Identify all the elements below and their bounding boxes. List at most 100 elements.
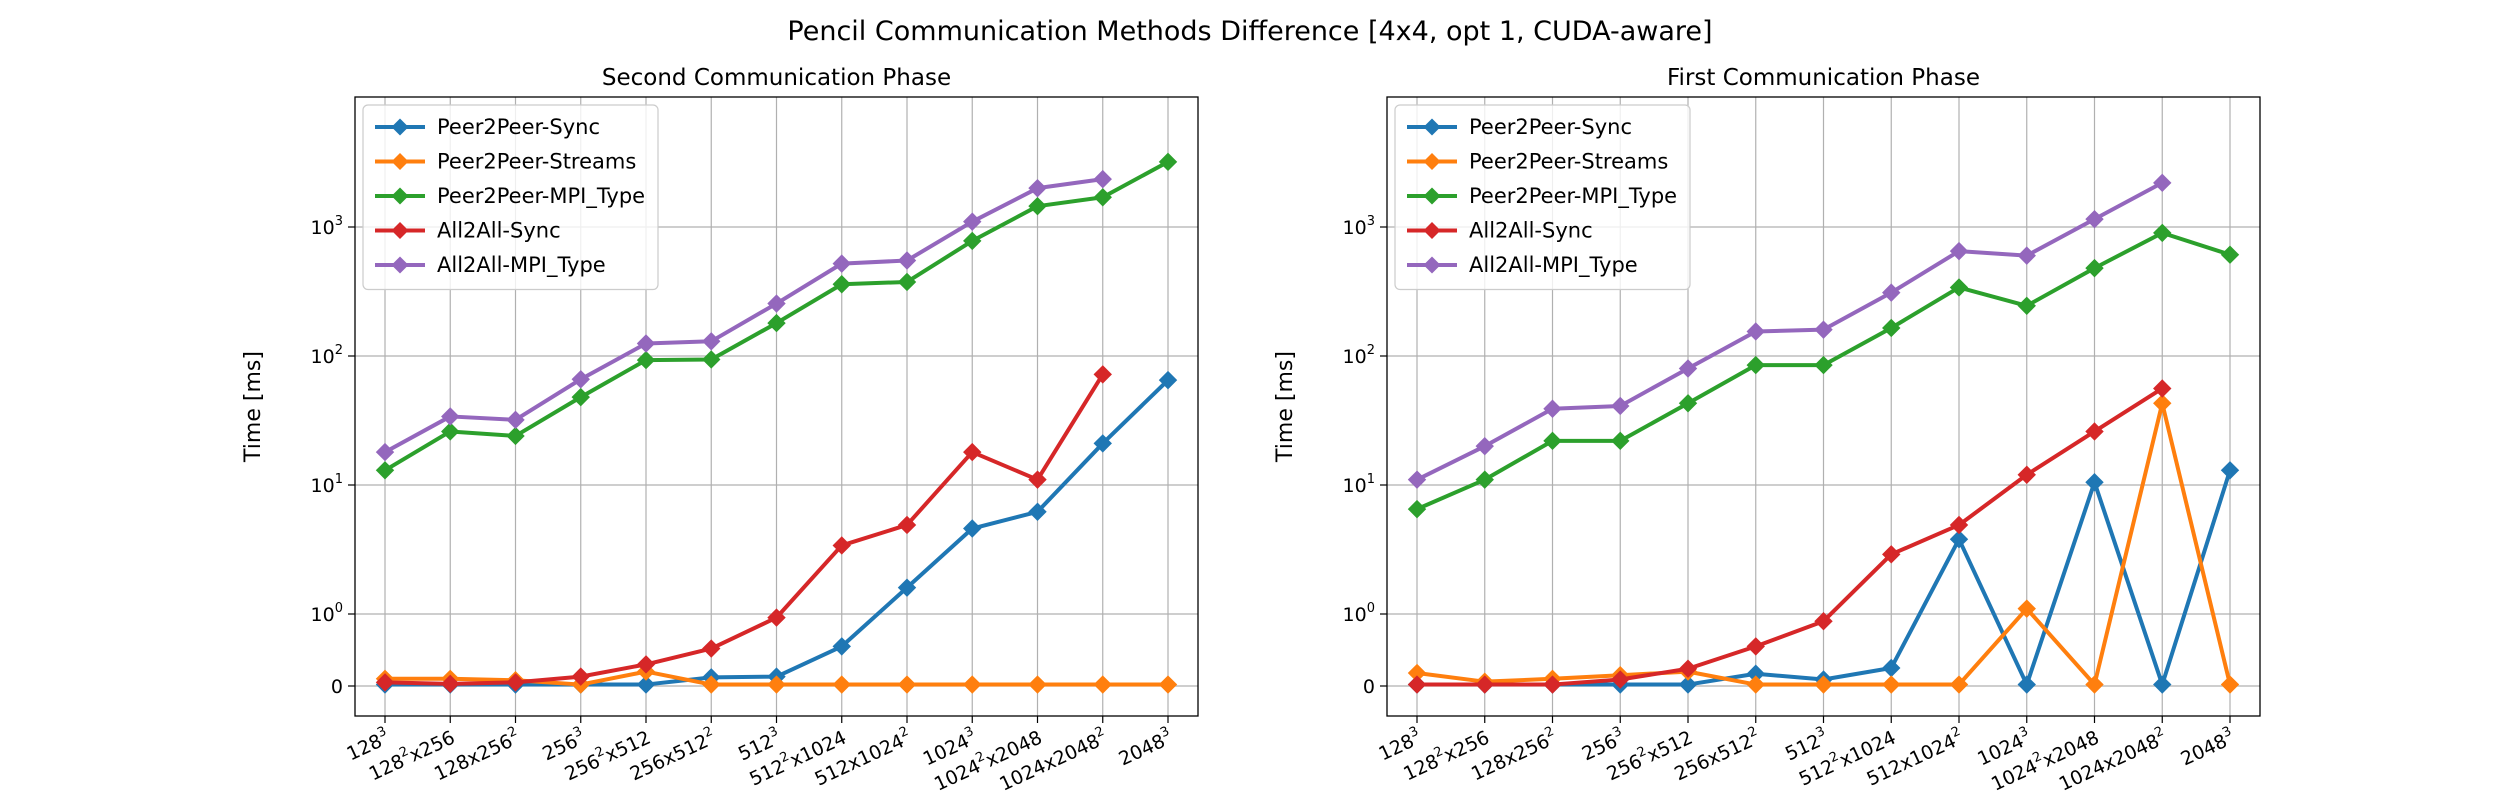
data-point (767, 675, 786, 694)
data-point (2153, 394, 2172, 413)
data-point (767, 313, 786, 333)
data-point (1882, 545, 1901, 564)
data-point (702, 639, 721, 658)
data-point (1882, 318, 1901, 338)
series-peer2peer-mpi-type (1407, 223, 2240, 519)
data-point (1678, 359, 1698, 378)
data-point (702, 675, 721, 694)
series-all2all-mpi-type (375, 169, 1112, 462)
data-point (1882, 675, 1901, 694)
data-point (441, 674, 460, 694)
data-point (1678, 675, 1698, 694)
data-point (2085, 209, 2104, 229)
y-tick-label: 102 (311, 343, 343, 368)
data-point (571, 370, 590, 389)
data-point (1882, 283, 1901, 302)
data-point (1678, 394, 1698, 413)
data-point (832, 675, 851, 694)
data-point (1158, 675, 1178, 694)
data-point (2153, 173, 2172, 193)
legend-marker (391, 153, 409, 170)
legend-label: All2All-Sync (437, 219, 561, 243)
data-point (1158, 152, 1178, 172)
data-point (1949, 278, 1969, 297)
data-point (1746, 675, 1765, 694)
data-point (832, 536, 851, 555)
data-point (963, 212, 982, 231)
data-point (636, 350, 656, 370)
legend-label: All2All-MPI_Type (437, 253, 606, 278)
x-tick-label: 20483 (1114, 724, 1176, 771)
data-point (441, 422, 460, 441)
data-point (375, 673, 395, 692)
data-point (897, 675, 917, 694)
legend-label: Peer2Peer-Streams (437, 150, 636, 174)
data-point (1746, 637, 1765, 656)
data-point (1093, 434, 1112, 453)
data-point (1093, 169, 1112, 189)
data-point (571, 667, 590, 686)
legend-box (1394, 104, 1691, 291)
data-point (1949, 675, 1969, 694)
data-point (702, 332, 721, 351)
data-point (1814, 675, 1833, 694)
data-point (963, 231, 982, 251)
y-tick-label: 100 (1343, 601, 1375, 626)
data-point (832, 637, 851, 656)
legend-marker (391, 187, 409, 205)
data-point (832, 275, 851, 294)
data-point (963, 442, 982, 462)
data-point (1028, 196, 1047, 216)
y-axis-label: Time [ms] (1273, 351, 1298, 463)
series-all2all-mpi-type (1407, 173, 2172, 489)
figure-title: Pencil Communication Methods Difference … (787, 16, 1712, 47)
data-point (897, 515, 917, 535)
data-point (2220, 461, 2240, 480)
legend-label: All2All-Sync (1469, 219, 1593, 243)
legend-marker (391, 118, 409, 136)
data-point (1475, 470, 1494, 489)
data-point (767, 608, 786, 627)
legend: Peer2Peer-Sync Peer2Peer-Streams Peer2Peer… (1394, 104, 1691, 291)
chart-second-phase: Second Communication Phase 0 100 101 102 103 T… (241, 65, 1199, 796)
data-point (1949, 530, 1969, 549)
legend-label: All2All-MPI_Type (1469, 253, 1638, 278)
data-point (2220, 675, 2240, 694)
legend-marker (391, 222, 409, 239)
data-point (375, 461, 395, 480)
series-line (1417, 386, 2164, 687)
legend-marker (391, 256, 409, 274)
data-point (1543, 431, 1562, 451)
data-point (1949, 241, 1969, 261)
legend-marker (1423, 187, 1441, 205)
data-point (2153, 675, 2172, 694)
data-point (1407, 675, 1427, 694)
data-point (767, 294, 786, 313)
data-point (441, 407, 460, 426)
legend-marker (1423, 118, 1441, 136)
axes-title: Second Communication Phase (602, 65, 951, 91)
data-point (1028, 178, 1047, 198)
data-point (2017, 599, 2036, 618)
x-tick-label: 20483 (2176, 724, 2238, 771)
data-point (2085, 422, 2104, 441)
y-tick-label: 101 (311, 472, 343, 497)
y-tick-label: 0 (1363, 676, 1375, 698)
legend-label: Peer2Peer-Sync (437, 115, 600, 139)
legend-marker (1423, 153, 1441, 170)
data-point (1093, 365, 1112, 384)
data-point (636, 675, 656, 694)
y-tick-label: 103 (1343, 214, 1375, 239)
series-line (384, 177, 1104, 454)
data-point (2017, 465, 2036, 484)
data-point (1611, 431, 1630, 451)
data-point (1407, 499, 1427, 519)
data-point (1543, 675, 1562, 694)
data-point (506, 426, 525, 446)
legend-box (362, 104, 659, 291)
data-point (1475, 675, 1494, 694)
y-tick-label: 102 (1343, 343, 1375, 368)
chart-first-phase: First Communication Phase 0 100 101 102 103 Ti… (1273, 65, 2261, 796)
data-point (2017, 675, 2036, 694)
data-point (1028, 675, 1047, 694)
